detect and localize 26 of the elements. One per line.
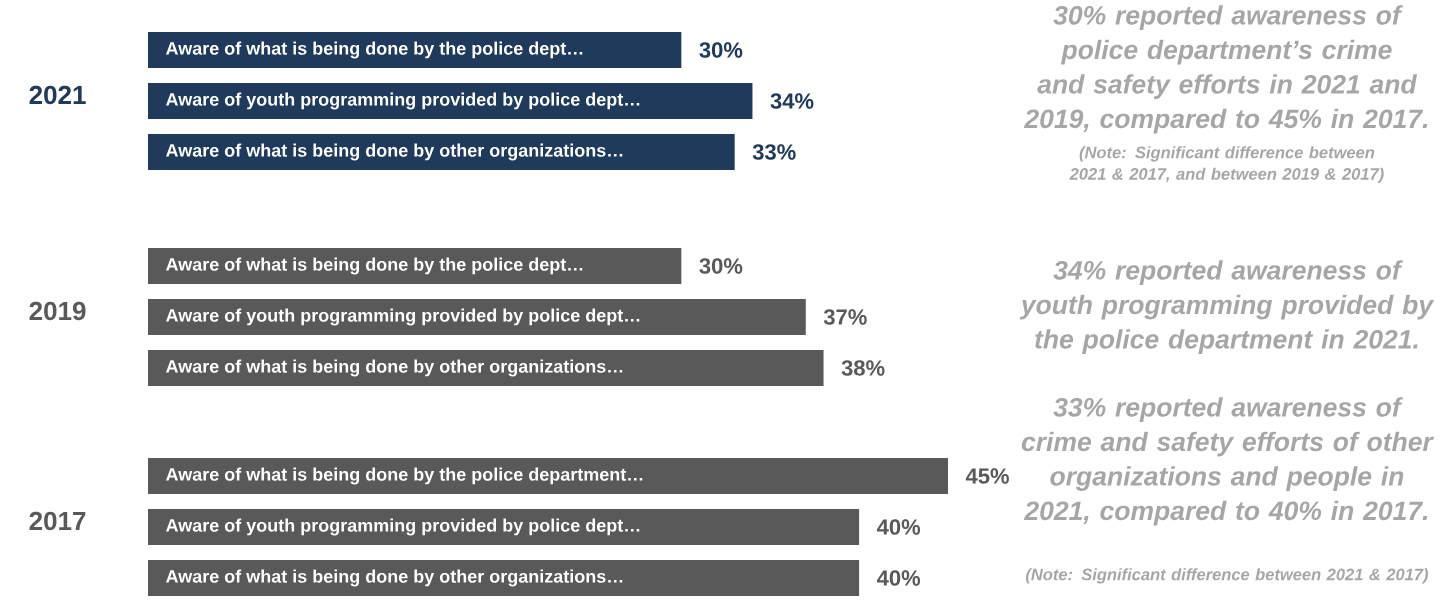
y-tick-label: Aware of youth programming provided by police dept… [166, 92, 640, 110]
text: 33% reported awareness of crime and safety efforts of other organizations and people in 2021, compared to 40% in 2017. [1021, 397, 1435, 526]
y-tick-label: Aware of what is being done by other organizations… [166, 359, 623, 377]
text: 2017 [29, 511, 86, 531]
text: 2019 [29, 301, 86, 321]
text: (Note: Significant difference between 2021 & 2017) [1025, 568, 1429, 584]
data-label: 33% [752, 144, 796, 160]
text: 30% reported awareness of police department’s crime and safety efforts in 2021 and 2019, compared to 45% in 2017. [1024, 5, 1428, 134]
data-label: 45% [965, 468, 1009, 484]
data-label: 30% [699, 258, 743, 274]
data-label: 30% [699, 42, 743, 58]
data-label: 40% [876, 519, 921, 535]
y-tick-label: Aware of what is being done by the police department… [166, 467, 643, 485]
y-tick-label: Aware of what is being done by other organizations… [166, 569, 623, 587]
data-label: 38% [841, 360, 885, 376]
data-label: 40% [876, 570, 921, 586]
data-label: 34% [770, 93, 814, 109]
y-tick-label: Aware of what is being done by other organizations… [166, 143, 623, 161]
y-tick-label: Aware of youth programming provided by police dept… [166, 308, 640, 326]
y-tick-label: Aware of what is being done by the police dept… [166, 257, 583, 275]
text: (Note: Significant difference between 2021 & 2017, and between 2019 & 2017) [1069, 146, 1384, 184]
data-label: 37% [823, 309, 867, 325]
text: 34% reported awareness of youth programming provided by the police department in 2021. [1019, 260, 1435, 354]
text: 2021 [29, 85, 86, 105]
y-tick-label: Aware of youth programming provided by police dept… [166, 518, 640, 536]
y-tick-label: Aware of what is being done by the police dept… [166, 41, 583, 59]
